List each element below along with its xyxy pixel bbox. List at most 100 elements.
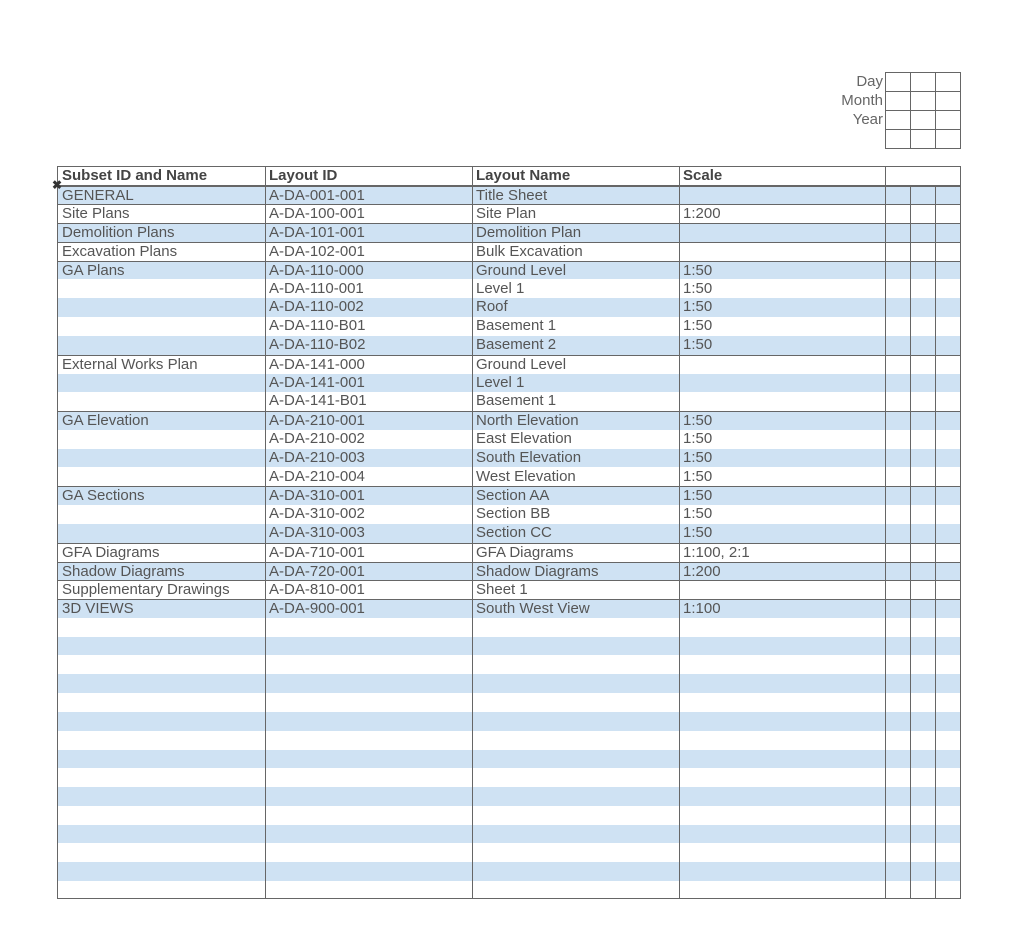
cell-id: A-DA-141-B01 [269,392,367,410]
date-cell[interactable] [935,72,961,92]
date-cell[interactable] [935,91,961,111]
day-label: Day [856,73,883,90]
date-cell[interactable] [885,91,911,111]
header-row: Subset ID and Name Layout ID Layout Name… [58,167,960,186]
date-cell[interactable] [885,72,911,92]
table-row: GA Elevation A-DA-210-001 North Elevation 1… [58,411,960,430]
cell-id [265,806,472,825]
cell-name [472,674,679,693]
cell-subset [58,806,265,825]
cell-id: A-DA-210-003 [269,448,365,466]
cell-scale [679,862,886,881]
cell-scale [679,356,886,374]
cell-id: A-DA-210-004 [269,467,365,485]
cell-name: Level 1 [476,279,525,297]
empty-row [58,731,960,750]
date-cell[interactable] [935,129,961,149]
cell-id: A-DA-210-002 [269,429,365,447]
empty-row [58,618,960,637]
empty-row [58,862,960,882]
cell-subset: GENERAL [62,186,134,204]
cell-id [265,881,472,900]
cell-name [472,637,679,656]
cell-scale [679,618,886,637]
cell-subset [58,317,265,336]
header-layout-name: Layout Name [472,167,679,186]
cell-name [472,844,679,863]
cell-name [472,768,679,787]
cell-subset: Excavation Plans [62,242,178,260]
table-row: Excavation Plans A-DA-102-001 Bulk Excavat… [58,241,960,261]
cell-name [472,806,679,825]
cell-scale [679,187,886,205]
cell-id: A-DA-310-002 [269,505,365,523]
cell-id: A-DA-810-001 [269,581,365,599]
cell-subset [58,298,265,317]
date-cell[interactable] [910,110,936,130]
cell-name: Sheet 1 [476,581,528,599]
column-divider [935,186,936,898]
cell-subset [58,280,265,299]
cell-id: A-DA-001-001 [269,186,365,204]
cell-id [265,768,472,787]
empty-row [58,749,960,769]
table-row: Site Plans A-DA-100-001 Site Plan 1:200 [58,204,960,223]
cell-name: East Elevation [476,429,572,447]
cell-id: A-DA-100-001 [269,205,365,223]
cell-scale: 1:50 [683,523,713,541]
column-divider [910,186,911,898]
cell-scale [679,224,886,242]
cell-id [265,618,472,637]
cell-scale: 1:50 [683,467,713,485]
cell-id [265,750,472,769]
table-row: Demolition Plans A-DA-101-001 Demolition P… [58,223,960,242]
cell-scale: 1:50 [683,429,713,447]
cell-name [472,656,679,675]
date-cell[interactable] [885,110,911,130]
cell-scale [679,731,886,750]
cell-id [265,844,472,863]
cell-id [265,825,472,844]
cell-subset: Demolition Plans [62,224,175,242]
cell-scale: 1:50 [683,261,713,279]
date-cell[interactable] [885,129,911,149]
empty-row [58,656,960,675]
cell-name: Section CC [476,523,552,541]
date-cell[interactable] [935,110,961,130]
cell-id [265,787,472,806]
cell-subset [58,768,265,787]
table-row: A-DA-210-004 West Elevation 1:50 [58,468,960,487]
cell-id: A-DA-110-002 [269,298,364,316]
date-cell[interactable] [910,129,936,149]
cell-name: Basement 2 [476,335,557,353]
cell-scale [679,656,886,675]
cell-id [265,674,472,693]
cell-name [472,787,679,806]
cell-id: A-DA-720-001 [269,562,365,580]
table-row: A-DA-210-003 South Elevation 1:50 [58,448,960,468]
cell-id: A-DA-900-001 [269,600,365,618]
cell-subset [58,712,265,731]
cell-id: A-DA-102-001 [269,242,365,260]
cell-subset [58,862,265,881]
cell-scale [679,674,886,693]
cell-scale: 1:50 [683,412,713,430]
cell-scale [679,806,886,825]
cell-subset: Shadow Diagrams [62,562,185,580]
year-label: Year [852,111,883,128]
cell-subset [58,787,265,806]
column-divider [885,167,886,898]
date-cell[interactable] [910,91,936,111]
cell-name: Section AA [476,487,550,505]
cell-scale: 1:200 [683,205,721,223]
cell-name: Demolition Plan [476,224,582,242]
cell-subset [58,524,265,543]
cell-id: A-DA-110-001 [269,279,364,297]
date-cell[interactable] [910,72,936,92]
cell-id: A-DA-110-B01 [269,317,366,335]
cell-scale: 1:50 [683,487,713,505]
cell-scale: 1:100, 2:1 [683,543,750,561]
cell-scale: 1:50 [683,448,713,466]
table-row: Supplementary Drawings A-DA-810-001 Sheet … [58,580,960,599]
cell-subset [58,881,265,900]
